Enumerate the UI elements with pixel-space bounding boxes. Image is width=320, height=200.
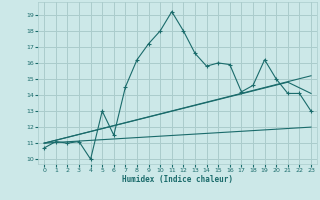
X-axis label: Humidex (Indice chaleur): Humidex (Indice chaleur) (122, 175, 233, 184)
